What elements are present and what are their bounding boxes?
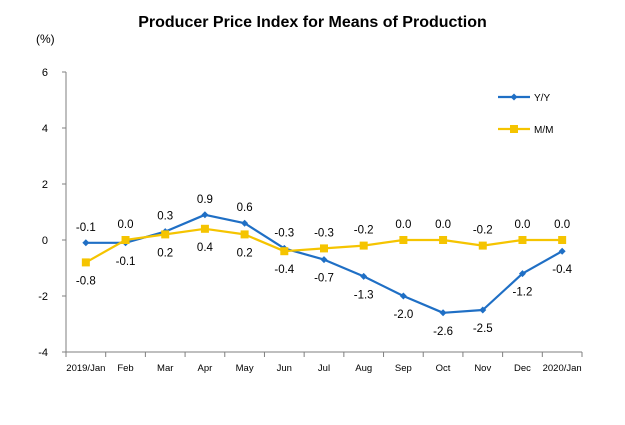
data-label-m-m: -0.8 xyxy=(76,275,96,287)
y-axis-ticks: -4 -2 0 2 4 6 xyxy=(38,67,66,359)
x-tick-label: 2019/Jan xyxy=(66,363,105,374)
data-label-y-y: 0.6 xyxy=(237,202,253,214)
data-label-m-m: 0.0 xyxy=(514,219,530,231)
data-label-y-y: -1.3 xyxy=(354,289,374,301)
x-tick-label: Nov xyxy=(474,363,491,374)
data-point-m-m xyxy=(439,236,448,244)
data-label-y-y: -0.4 xyxy=(552,264,572,276)
data-label-y-y: -2.6 xyxy=(433,326,453,338)
data-point-m-m xyxy=(280,247,289,256)
data-point-y-y xyxy=(241,219,249,227)
data-point-y-y xyxy=(479,306,487,314)
x-tick-label: Sep xyxy=(395,363,412,374)
y-axis-unit-label: (%) xyxy=(36,32,55,46)
data-point-m-m xyxy=(320,244,328,253)
x-tick-label: Mar xyxy=(157,363,173,374)
series-group xyxy=(81,211,567,317)
legend-marker-y-y xyxy=(510,93,518,101)
data-point-y-y xyxy=(439,309,447,317)
axes xyxy=(65,72,582,353)
x-tick-label: Jul xyxy=(318,363,330,374)
x-tick-label: Aug xyxy=(355,363,372,374)
data-label-m-m: 0.0 xyxy=(435,219,451,231)
data-label-m-m: 0.0 xyxy=(395,219,411,231)
data-label-m-m: 0.0 xyxy=(554,219,570,231)
data-label-y-y: -0.1 xyxy=(76,222,96,234)
data-point-m-m xyxy=(121,236,130,244)
data-point-y-y xyxy=(201,211,209,219)
data-label-y-y: -2.0 xyxy=(393,309,413,321)
data-point-m-m xyxy=(359,241,368,250)
legend-label-y-y: Y/Y xyxy=(534,93,550,104)
data-label-m-m: 0.2 xyxy=(237,247,253,259)
data-point-m-m xyxy=(81,258,90,267)
x-tick-label: Jun xyxy=(277,363,292,374)
data-label-y-y: 0.9 xyxy=(197,194,213,206)
y-tick-label: 6 xyxy=(42,67,48,79)
data-point-y-y xyxy=(82,239,90,247)
x-tick-label: Oct xyxy=(436,363,451,374)
data-label-m-m: 0.0 xyxy=(118,219,134,231)
y-tick-label: 2 xyxy=(42,179,48,191)
y-tick-label: 0 xyxy=(42,235,48,247)
data-label-y-y: -0.7 xyxy=(314,273,334,285)
y-tick-label: 4 xyxy=(42,123,48,135)
data-point-y-y xyxy=(360,272,368,280)
data-label-y-y: -0.3 xyxy=(274,227,294,239)
data-point-m-m xyxy=(200,224,209,233)
data-labels: -0.1 -0.8 -0.1 0.0 0.3 0.2 0.9 0.4 0.6 0.2 -0.3 -0.… xyxy=(76,194,573,338)
data-label-y-y: -1.2 xyxy=(513,287,533,299)
data-label-y-y: -0.1 xyxy=(116,256,136,268)
chart-title: Producer Price Index for Means of Produc… xyxy=(138,14,487,31)
legend: Y/Y M/M xyxy=(498,93,553,136)
x-tick-label: Apr xyxy=(198,363,213,374)
x-tick-label: May xyxy=(236,363,254,374)
x-axis-ticks: 2019/Jan Feb Mar Apr May Jun Jul Aug Sep Oct Nov De… xyxy=(65,352,583,374)
y-tick-label: -2 xyxy=(38,291,48,303)
data-label-y-y: 0.3 xyxy=(157,211,173,223)
data-point-m-m xyxy=(399,236,408,244)
legend-label-m-m: M/M xyxy=(534,125,553,136)
data-label-m-m: 0.2 xyxy=(157,247,173,259)
legend-marker-m-m xyxy=(510,125,518,133)
data-point-m-m xyxy=(558,236,567,244)
data-point-y-y xyxy=(399,292,407,300)
x-tick-label: Feb xyxy=(117,363,133,374)
x-tick-label: 2020/Jan xyxy=(543,363,582,374)
y-tick-label: -4 xyxy=(38,347,48,359)
data-label-m-m: -0.3 xyxy=(314,227,334,239)
data-point-y-y xyxy=(320,256,328,264)
data-point-y-y xyxy=(518,270,526,278)
data-point-m-m xyxy=(161,230,170,239)
data-point-m-m xyxy=(240,230,249,239)
x-tick-label: Dec xyxy=(514,363,531,374)
data-point-m-m xyxy=(518,236,527,244)
data-label-m-m: -0.2 xyxy=(473,225,493,237)
data-label-y-y: -2.5 xyxy=(473,323,493,335)
data-point-y-y xyxy=(558,247,566,255)
data-point-m-m xyxy=(478,241,487,250)
data-label-m-m: 0.4 xyxy=(197,242,214,254)
data-label-m-m: -0.2 xyxy=(354,225,374,237)
data-label-m-m: -0.4 xyxy=(274,264,294,276)
